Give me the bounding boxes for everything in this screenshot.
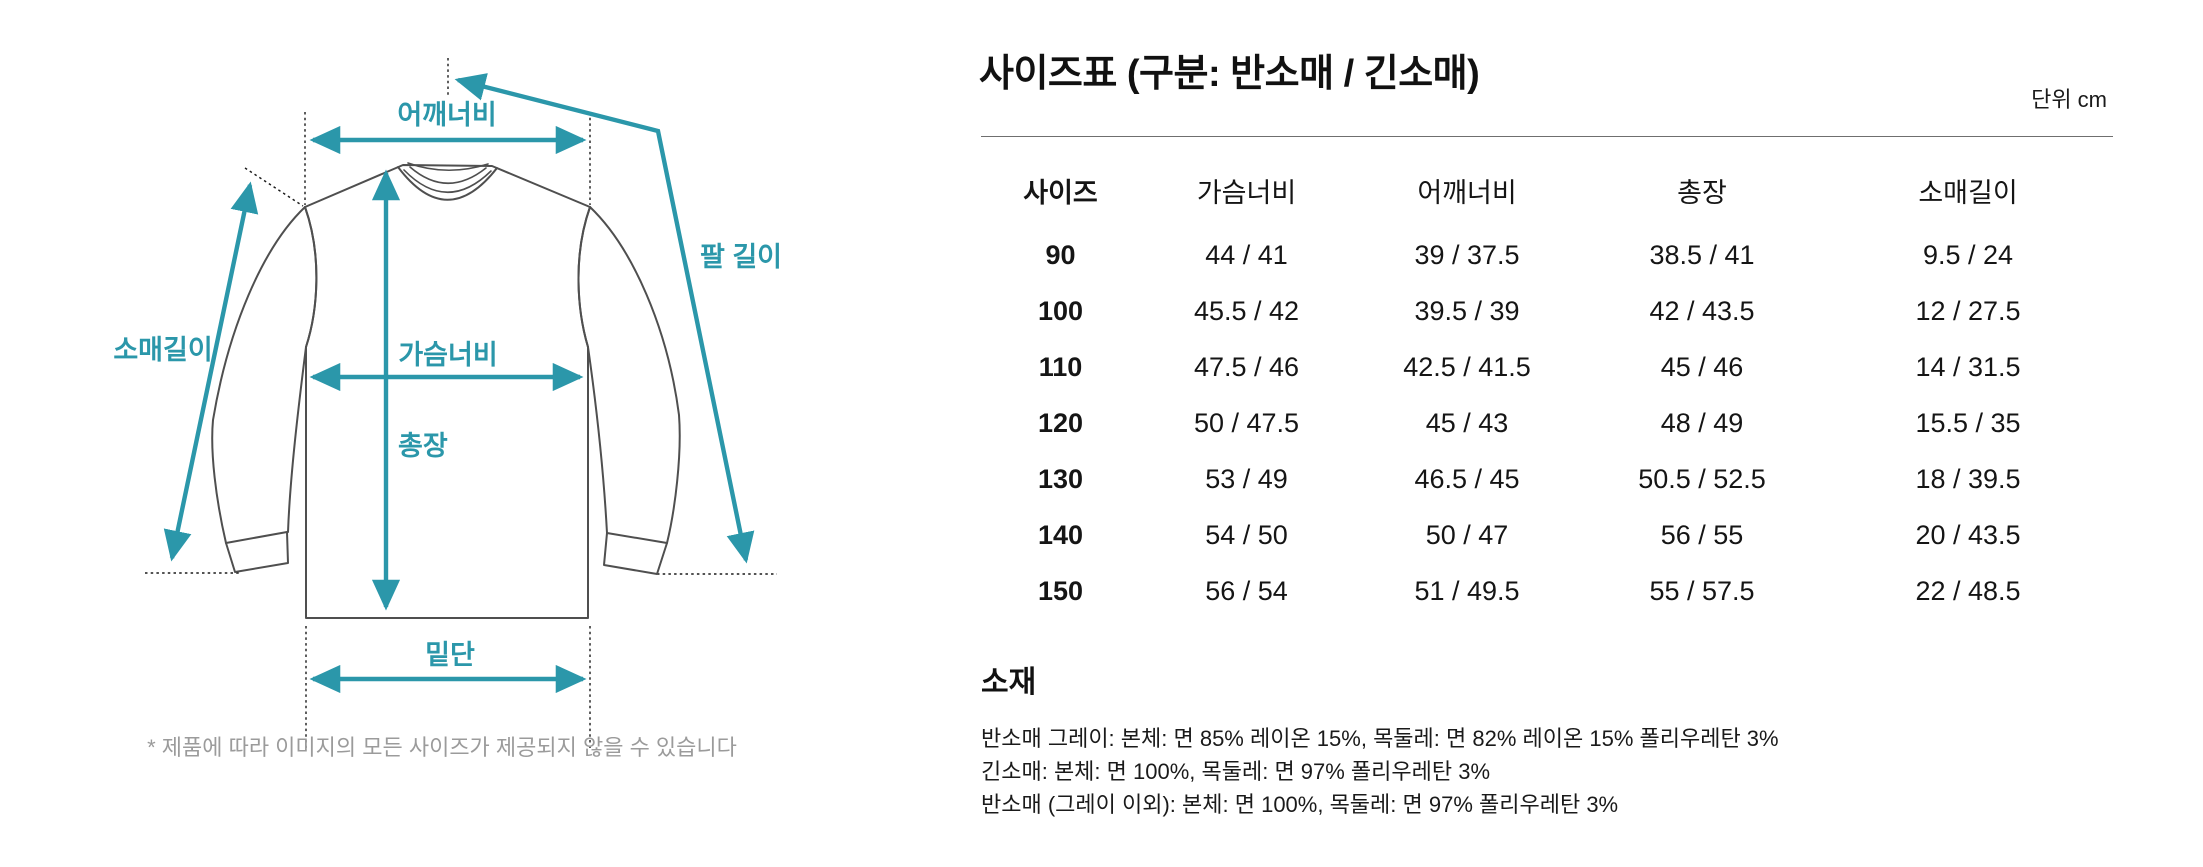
measurement-arrows [163, 73, 755, 694]
diagram-disclaimer: * 제품에 따라 이미지의 모든 사이즈가 제공되지 않을 수 있습니다 [147, 735, 737, 760]
chest-width-label: 가슴너비 [398, 340, 497, 370]
size-chart-title: 사이즈표 (구분: 반소매 / 긴소매) [979, 53, 1480, 95]
length-value: 42 / 43.5 [1649, 295, 1755, 326]
col-header-shoulder: 어깨너비 [1417, 177, 1517, 208]
size-table: 사이즈 가슴너비 어깨너비 총장 소매길이 90 44 / 41 39 / 37… [981, 153, 2113, 619]
table-row: 150 56 / 54 51 / 49.5 55 / 57.5 22 / 48.… [981, 563, 2113, 619]
shoulder-value: 45 / 43 [1425, 407, 1509, 438]
size-value: 100 [1037, 295, 1084, 326]
arm-length-label: 팔 길이 [700, 242, 782, 272]
col-header-size: 사이즈 [1023, 177, 1098, 208]
col-header-chest: 가슴너비 [1196, 177, 1297, 208]
shoulder-width-label: 어깨너비 [397, 100, 496, 130]
sleeve-value: 9.5 / 24 [1922, 239, 2014, 270]
size-value: 120 [1037, 407, 1084, 438]
chest-value: 47.5 / 46 [1193, 351, 1300, 382]
unit-label: 단위 cm [2031, 87, 2107, 112]
shoulder-value: 50 / 47 [1425, 519, 1509, 550]
table-row: 110 47.5 / 46 42.5 / 41.5 45 / 46 14 / 3… [981, 339, 2113, 395]
sleeve-value: 14 / 31.5 [1915, 351, 2021, 382]
table-row: 100 45.5 / 42 39.5 / 39 42 / 43.5 12 / 2… [981, 283, 2113, 339]
length-value: 56 / 55 [1660, 519, 1744, 550]
sleeve-length-arrow [163, 181, 259, 562]
hem-width-label: 밑단 [425, 640, 475, 670]
sleeve-value: 20 / 43.5 [1915, 519, 2021, 550]
title-divider [981, 136, 2113, 137]
table-row: 90 44 / 41 39 / 37.5 38.5 / 41 9.5 / 24 [981, 227, 2113, 283]
sleeve-value: 15.5 / 35 [1915, 407, 2021, 438]
chest-value: 50 / 47.5 [1193, 407, 1300, 438]
size-value: 110 [1038, 351, 1083, 382]
chest-value: 45.5 / 42 [1193, 295, 1300, 326]
shoulder-value: 51 / 49.5 [1414, 575, 1520, 606]
table-row: 130 53 / 49 46.5 / 45 50.5 / 52.5 18 / 3… [981, 451, 2113, 507]
table-row: 120 50 / 47.5 45 / 43 48 / 49 15.5 / 35 [981, 395, 2113, 451]
arm-length-arrow [454, 73, 755, 564]
material-line: 반소매 그레이: 본체: 면 85% 레이온 15%, 목둘레: 면 82% 레… [981, 726, 1779, 751]
size-table-header-row: 사이즈 가슴너비 어깨너비 총장 소매길이 [981, 153, 2113, 227]
shoulder-value: 39.5 / 39 [1414, 295, 1520, 326]
sleeve-value: 22 / 48.5 [1915, 575, 2021, 606]
size-value: 90 [1045, 239, 1076, 270]
materials-section: 소재 반소매 그레이: 본체: 면 85% 레이온 15%, 목둘레: 면 82… [981, 666, 2141, 821]
shirt-outline [211, 162, 681, 619]
length-value: 55 / 57.5 [1649, 575, 1755, 606]
length-value: 48 / 49 [1660, 407, 1744, 438]
size-value: 130 [1037, 463, 1084, 494]
length-value: 45 / 46 [1660, 351, 1744, 382]
material-line: 반소매 (그레이 이외): 본체: 면 100%, 목둘레: 면 97% 폴리우… [981, 792, 1619, 817]
shoulder-value: 39 / 37.5 [1414, 239, 1520, 270]
length-value: 38.5 / 41 [1649, 239, 1755, 270]
chest-value: 56 / 54 [1205, 575, 1288, 606]
materials-lines: 반소매 그레이: 본체: 면 85% 레이온 15%, 목둘레: 면 82% 레… [981, 722, 2141, 821]
measurement-diagram: 어깨너비 팔 길이 소매길이 가슴너비 총장 밑단 * 제품에 따라 이미지의 … [0, 0, 800, 867]
shoulder-value: 46.5 / 45 [1414, 463, 1520, 494]
table-row: 140 54 / 50 50 / 47 56 / 55 20 / 43.5 [981, 507, 2113, 563]
sleeve-value: 18 / 39.5 [1915, 463, 2021, 494]
chest-value: 54 / 50 [1205, 519, 1288, 550]
materials-heading: 소재 [981, 666, 1037, 699]
col-header-sleeve: 소매길이 [1918, 177, 2018, 208]
col-header-length: 총장 [1677, 177, 1727, 208]
sleeve-value: 12 / 27.5 [1915, 295, 2021, 326]
shoulder-value: 42.5 / 41.5 [1403, 351, 1531, 382]
size-value: 150 [1037, 575, 1084, 606]
size-value: 140 [1037, 519, 1084, 550]
chest-value: 53 / 49 [1205, 463, 1288, 494]
length-value: 50.5 / 52.5 [1638, 463, 1766, 494]
sleeve-length-label: 소매길이 [113, 335, 212, 365]
material-line: 긴소매: 본체: 면 100%, 목둘레: 면 97% 폴리우레탄 3% [981, 759, 1491, 784]
shirt-diagram-svg: 어깨너비 팔 길이 소매길이 가슴너비 총장 밑단 [113, 58, 782, 748]
chest-value: 44 / 41 [1205, 239, 1288, 270]
total-length-label: 총장 [398, 431, 448, 461]
